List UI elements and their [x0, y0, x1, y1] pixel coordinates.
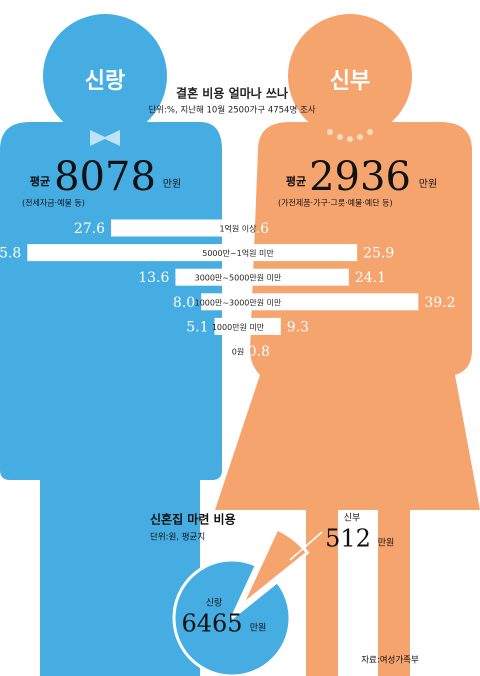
slice-unit: 만원: [250, 623, 267, 634]
category-label: 0원: [232, 348, 244, 357]
bar: [238, 244, 358, 262]
bar: [201, 293, 238, 311]
pie-subtitle: 단위:원, 평균치: [150, 532, 205, 543]
pie-slice: [240, 527, 310, 607]
slice-unit: 만원: [378, 538, 395, 549]
slice-name: 신부: [344, 513, 361, 524]
bar: [238, 342, 242, 360]
value-label: 39.2: [424, 295, 455, 311]
bar: [238, 268, 349, 286]
chart-subtitle: 단위:%, 지난해 10월 2500가구 4754명 조사: [148, 105, 315, 116]
value-label: 0: [223, 344, 232, 360]
avg-unit: 만원: [163, 178, 181, 190]
value-label: 0.8: [248, 344, 270, 360]
bar: [238, 317, 281, 335]
bar: [175, 268, 238, 286]
avg-label: 평균: [30, 174, 50, 188]
value-label: 13.6: [138, 270, 169, 286]
category-label: 5000만~1억원 미만: [202, 248, 274, 258]
bar: [214, 317, 238, 335]
bar: [238, 219, 241, 237]
leader-line: [289, 531, 323, 561]
value-label: 25.9: [363, 246, 394, 262]
groom-label: 신랑: [85, 69, 125, 94]
slice-name: 신랑: [206, 597, 223, 609]
avg-note: (가전제품·가구·그릇·예물·예단 등): [278, 198, 393, 208]
bar: [238, 293, 419, 311]
avg-value: 2936: [309, 154, 411, 200]
value-label: 8.0: [173, 295, 195, 311]
avg-unit: 만원: [419, 178, 437, 190]
value-label: 5.1: [186, 319, 208, 335]
pie-slice: [172, 558, 292, 676]
value-label: 27.6: [74, 221, 105, 237]
category-label: 1억원 이상: [219, 224, 257, 234]
pie-title: 신혼집 마련 비용: [150, 512, 236, 527]
category-label: 3000만~5000만원 미만: [195, 274, 282, 283]
avg-label: 평균: [286, 174, 306, 188]
bar: [111, 219, 238, 237]
slice-value: 6465: [181, 610, 242, 638]
bar: [27, 244, 238, 262]
value-label: 24.1: [355, 270, 386, 286]
value-label: 45.8: [0, 246, 21, 262]
bride-label: 신부: [330, 69, 370, 94]
category-label: 1000만~3000만원 미만: [195, 298, 282, 307]
avg-note: (전세자금·예물 등): [22, 198, 85, 208]
slice-value: 512: [325, 525, 371, 553]
category-label: 1000만원 미만: [212, 323, 265, 332]
value-label: 9.3: [287, 319, 309, 335]
source: 자료:여성가족부: [361, 655, 419, 666]
avg-value: 8078: [54, 154, 156, 200]
chart-title: 결혼 비용 얼마나 쓰나: [176, 86, 288, 101]
value-label: 0.6: [247, 221, 269, 237]
